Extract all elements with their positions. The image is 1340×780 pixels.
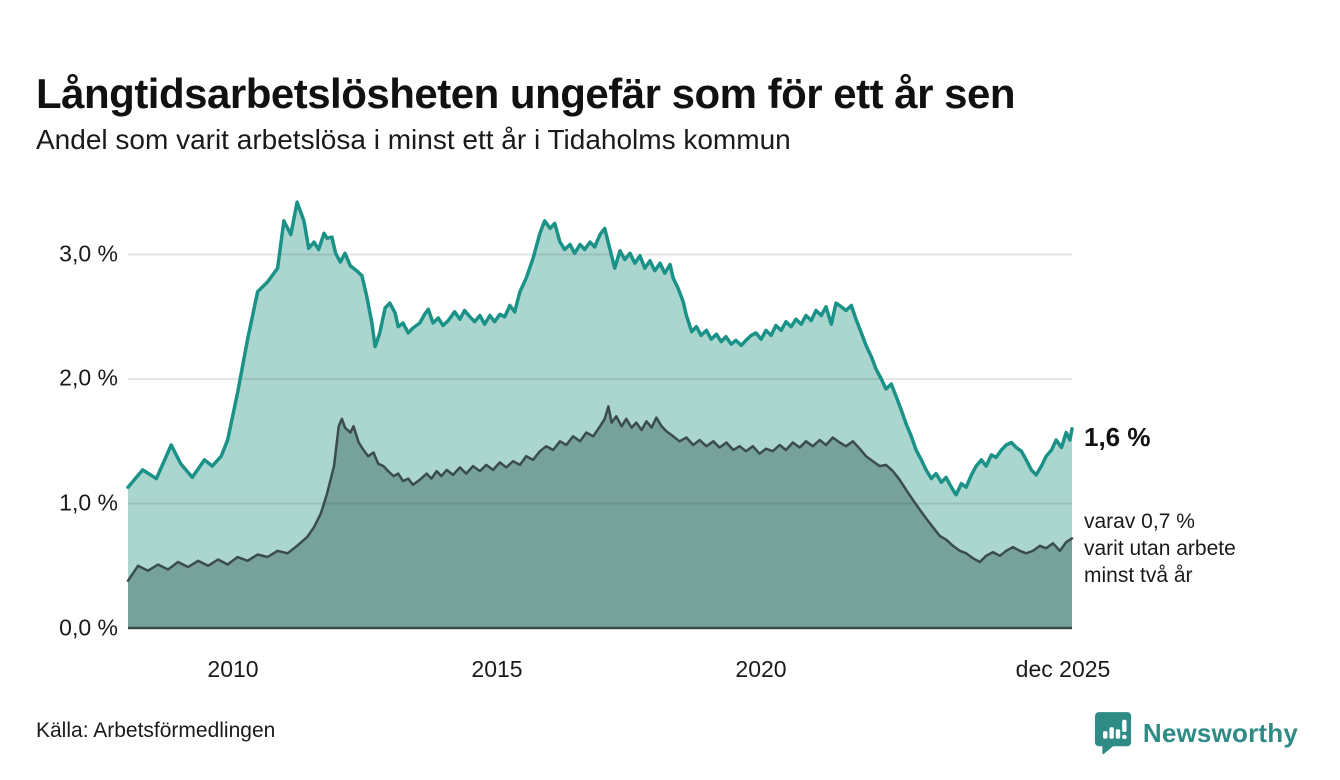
primary-series-line	[126, 200, 1074, 497]
newsworthy-logo-text: Newsworthy	[1142, 717, 1298, 748]
x-axis-tick: 2015	[471, 656, 523, 682]
y-axis-tick: 0,0 %	[59, 614, 118, 641]
x-axis-tick: dec 2025	[1015, 656, 1111, 682]
secondary-area-fill	[128, 406, 1072, 628]
secondary-annotation-line1: varav 0,7 %	[1084, 510, 1195, 533]
page-title: Långtidsarbetslösheten ungefär som för e…	[36, 70, 1016, 118]
secondary-series-annotation: varav 0,7 % varit utan arbete minst två …	[1084, 508, 1236, 589]
x-axis-tick: 2020	[735, 656, 787, 682]
newsworthy-logo: Newsworthy	[1094, 710, 1298, 756]
y-axis-tick: 3,0 %	[59, 240, 118, 267]
y-axis-tick: 1,0 %	[59, 489, 118, 516]
x-axis-tick: 2010	[207, 656, 259, 682]
chart-subtitle: Andel som varit arbetslösa i minst ett å…	[36, 124, 791, 155]
source-note: Källa: Arbetsförmedlingen	[36, 719, 276, 742]
y-axis-tick: 2,0 %	[59, 364, 118, 391]
secondary-annotation-line3: minst två år	[1084, 564, 1193, 587]
area-chart-plot	[126, 195, 1074, 631]
secondary-annotation-line2: varit utan arbete	[1084, 537, 1236, 560]
secondary-series-line	[126, 405, 1074, 582]
newsworthy-logo-icon	[1094, 711, 1133, 755]
latest-value-label: 1,6 %	[1084, 422, 1151, 452]
